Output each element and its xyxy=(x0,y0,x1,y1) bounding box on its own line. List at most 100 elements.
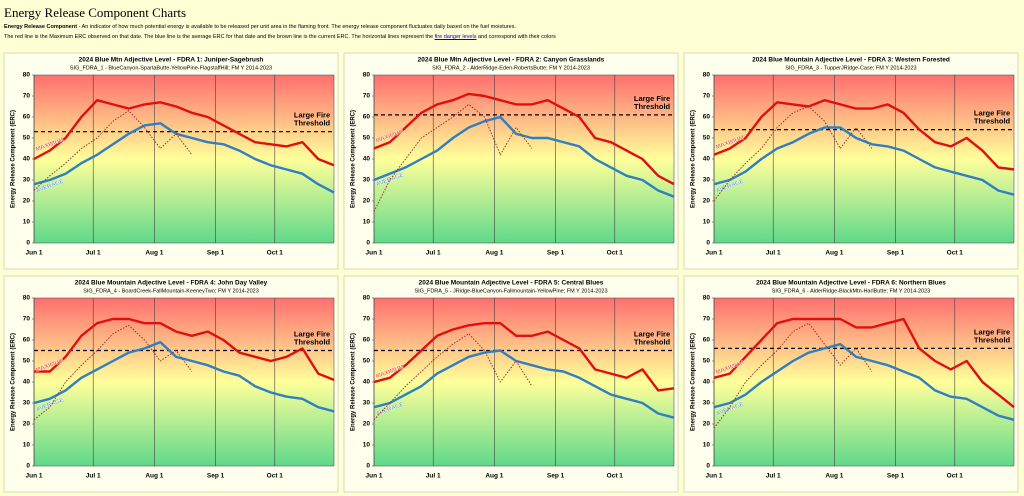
chart-title: 2024 Blue Mountain Adjective Level - FDR… xyxy=(752,57,950,64)
y-tick-label: 0 xyxy=(706,240,710,247)
legend-tail: and correspond with their colors xyxy=(476,34,556,40)
chart-title: 2024 Blue Mtn Adjective Level - FDRA 2: … xyxy=(418,57,605,64)
legend-text: The red line is the Maximum ERC observed… xyxy=(4,34,435,40)
x-tick-label: Oct 1 xyxy=(267,250,284,257)
y-tick-label: 40 xyxy=(23,156,31,163)
series-line xyxy=(713,99,1015,171)
chart-panel: 2024 Blue Mountain Adjective Level - FDR… xyxy=(683,275,1019,493)
fire-danger-link[interactable]: fire danger levels xyxy=(434,34,477,40)
y-tick-label: 40 xyxy=(703,156,711,163)
x-tick-label: Jul 1 xyxy=(766,473,781,480)
series-line xyxy=(713,126,1015,196)
threshold-label: Large Fire xyxy=(974,109,1010,118)
threshold-label: Large Fire xyxy=(634,94,670,103)
series-line xyxy=(373,322,675,392)
y-tick-label: 30 xyxy=(703,177,711,184)
y-tick-label: 20 xyxy=(703,421,711,428)
y-tick-label: 70 xyxy=(703,316,711,323)
y-tick-label: 50 xyxy=(363,358,371,365)
y-axis-label: Energy Release Component (ERC) xyxy=(351,333,357,431)
chart-panel: 2024 Blue Mountain Adjective Level - FDR… xyxy=(3,275,339,493)
y-tick-label: 50 xyxy=(23,358,31,365)
threshold-label: Large Fire xyxy=(294,111,330,120)
y-tick-label: 30 xyxy=(363,177,371,184)
y-tick-label: 30 xyxy=(363,400,371,407)
x-tick-label: Jun 1 xyxy=(366,473,383,480)
threshold-label: Threshold xyxy=(974,117,1011,126)
y-axis-label: Energy Release Component (ERC) xyxy=(351,110,357,208)
series-line xyxy=(34,317,335,382)
current-line xyxy=(373,333,533,421)
intro: Energy Release Component - An indicator … xyxy=(4,24,1020,31)
chart-panel: 2024 Blue Mountain Adjective Level - FDR… xyxy=(683,52,1019,270)
threshold-label: Threshold xyxy=(294,119,331,128)
series-line xyxy=(713,343,1015,421)
chart-title: 2024 Blue Mountain Adjective Level - FDR… xyxy=(75,280,268,287)
y-tick-label: 30 xyxy=(23,177,31,184)
y-tick-label: 30 xyxy=(703,400,711,407)
y-tick-label: 0 xyxy=(366,463,370,470)
y-tick-label: 60 xyxy=(23,337,31,344)
series-line xyxy=(33,99,335,167)
current-line xyxy=(33,110,193,191)
chart-subtitle: SIG_FDRA_4 - BoardCreek-FallMountain-Kee… xyxy=(83,288,259,294)
y-tick-label: 10 xyxy=(363,219,371,226)
plot-area xyxy=(713,297,1015,467)
threshold-label: Threshold xyxy=(634,337,671,346)
x-tick-label: Sep 1 xyxy=(207,473,225,480)
y-tick-label: 40 xyxy=(703,379,711,386)
y-tick-label: 0 xyxy=(26,463,30,470)
chart-panel: 2024 Blue Mountain Adjective Level - FDR… xyxy=(343,275,679,493)
y-tick-label: 60 xyxy=(703,114,711,121)
x-tick-label: Oct 1 xyxy=(947,473,964,480)
y-tick-label: 70 xyxy=(23,316,31,323)
y-tick-label: 80 xyxy=(23,72,31,79)
x-tick-label: Jun 1 xyxy=(366,250,383,257)
y-tick-label: 40 xyxy=(23,379,31,386)
chart-subtitle: SIG_FDRA_3 - TupperJRidge-Case; FM Y 201… xyxy=(785,65,916,71)
y-tick-label: 70 xyxy=(23,93,31,100)
threshold-label: Threshold xyxy=(974,335,1011,344)
x-tick-label: Jul 1 xyxy=(426,473,441,480)
y-tick-label: 20 xyxy=(23,198,31,205)
series-line xyxy=(373,92,675,186)
x-tick-label: Jul 1 xyxy=(766,250,781,257)
threshold-label: Threshold xyxy=(634,102,671,111)
y-axis-label: Energy Release Component (ERC) xyxy=(691,333,697,431)
y-tick-label: 20 xyxy=(23,421,31,428)
y-tick-label: 40 xyxy=(363,156,371,163)
series-line xyxy=(373,115,675,198)
x-tick-label: Aug 1 xyxy=(825,473,843,480)
y-tick-label: 60 xyxy=(363,337,371,344)
x-tick-label: Oct 1 xyxy=(947,250,964,257)
y-tick-label: 40 xyxy=(363,379,371,386)
chart-subtitle: SIG_FDRA_2 - AlderRidge-Eden-RobertsButt… xyxy=(432,65,590,71)
x-tick-label: Jul 1 xyxy=(426,250,441,257)
y-tick-label: 60 xyxy=(703,337,711,344)
x-tick-label: Oct 1 xyxy=(607,250,624,257)
y-tick-label: 70 xyxy=(363,316,371,323)
y-tick-label: 0 xyxy=(366,240,370,247)
x-tick-label: Jul 1 xyxy=(86,250,101,257)
threshold-label: Large Fire xyxy=(634,329,670,338)
y-tick-label: 70 xyxy=(363,93,371,100)
series-line xyxy=(373,349,675,419)
x-tick-label: Jul 1 xyxy=(86,473,101,480)
page-title: Energy Release Component Charts xyxy=(4,5,187,20)
x-tick-label: Sep 1 xyxy=(207,250,225,257)
y-tick-label: 10 xyxy=(23,442,31,449)
series-line xyxy=(33,340,335,413)
x-tick-label: Jun 1 xyxy=(26,473,43,480)
y-tick-label: 30 xyxy=(23,400,31,407)
y-tick-label: 80 xyxy=(363,295,371,302)
y-axis-label: Energy Release Component (ERC) xyxy=(11,333,17,431)
y-tick-label: 10 xyxy=(23,219,31,226)
x-tick-label: Jun 1 xyxy=(26,250,43,257)
plot-area xyxy=(373,74,675,244)
legend-note: The red line is the Maximum ERC observed… xyxy=(4,34,1020,41)
x-tick-label: Aug 1 xyxy=(485,473,503,480)
y-tick-label: 20 xyxy=(703,198,711,205)
y-tick-label: 10 xyxy=(703,219,711,226)
intro-term: Energy Release Component xyxy=(4,24,78,30)
